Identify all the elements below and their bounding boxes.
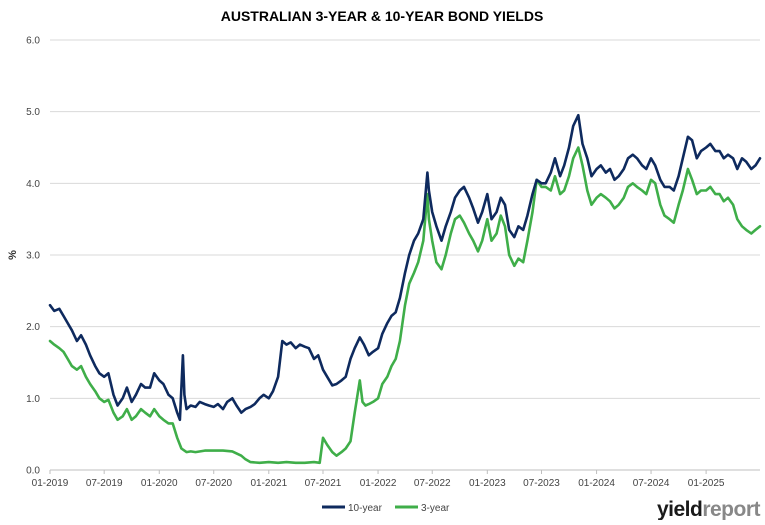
x-tick-label-07-2021: 07-2021 [305, 478, 342, 489]
x-tick-label-01-2019: 01-2019 [32, 478, 69, 489]
x-tick-label-07-2022: 07-2022 [414, 478, 451, 489]
y-axis-ticks: 0.0 1.0 2.0 3.0 4.0 5.0 6.0 [26, 36, 40, 477]
series-lines [48, 113, 762, 465]
y-tick-label-5.0: 5.0 [26, 107, 40, 118]
y-tick-label-1.0: 1.0 [26, 394, 40, 405]
legend-item-3-year: 3-year [395, 503, 450, 514]
y-tick-label-3.0: 3.0 [26, 251, 40, 262]
legend: 10-year 3-year [322, 503, 450, 514]
x-tick-label-01-2023: 01-2023 [469, 478, 506, 489]
legend-label-3-year: 3-year [421, 503, 450, 514]
x-tick-label-01-2025: 01-2025 [688, 478, 725, 489]
legend-label-10-year: 10-year [348, 503, 383, 514]
x-tick-label-07-2023: 07-2023 [523, 478, 560, 489]
y-axis-label: % [7, 250, 19, 260]
yieldreport-logo: yieldreport [657, 498, 761, 520]
series-line-3-year [48, 146, 762, 465]
x-tick-label-07-2020: 07-2020 [195, 478, 232, 489]
logo-word-report: report [702, 498, 760, 520]
y-tick-label-0.0: 0.0 [26, 466, 40, 477]
legend-item-10-year: 10-year [322, 503, 383, 514]
chart-title: AUSTRALIAN 3-YEAR & 10-YEAR BOND YIELDS [221, 8, 544, 24]
gridlines [50, 39, 760, 471]
y-tick-label-4.0: 4.0 [26, 179, 40, 190]
y-tick-label-6.0: 6.0 [26, 36, 40, 47]
logo-word-yield: yield [657, 498, 702, 520]
x-tick-label-01-2022: 01-2022 [360, 478, 397, 489]
x-tick-label-07-2024: 07-2024 [633, 478, 670, 489]
x-tick-label-07-2019: 07-2019 [86, 478, 123, 489]
series-line-10-year [48, 113, 762, 422]
x-tick-label-01-2020: 01-2020 [141, 478, 178, 489]
x-tick-label-01-2021: 01-2021 [250, 478, 287, 489]
x-axis-ticks: 01-2019 07-2019 01-2020 07-2020 01-2021 07-20… [32, 470, 725, 489]
x-tick-label-01-2024: 01-2024 [578, 478, 615, 489]
y-tick-label-2.0: 2.0 [26, 322, 40, 333]
